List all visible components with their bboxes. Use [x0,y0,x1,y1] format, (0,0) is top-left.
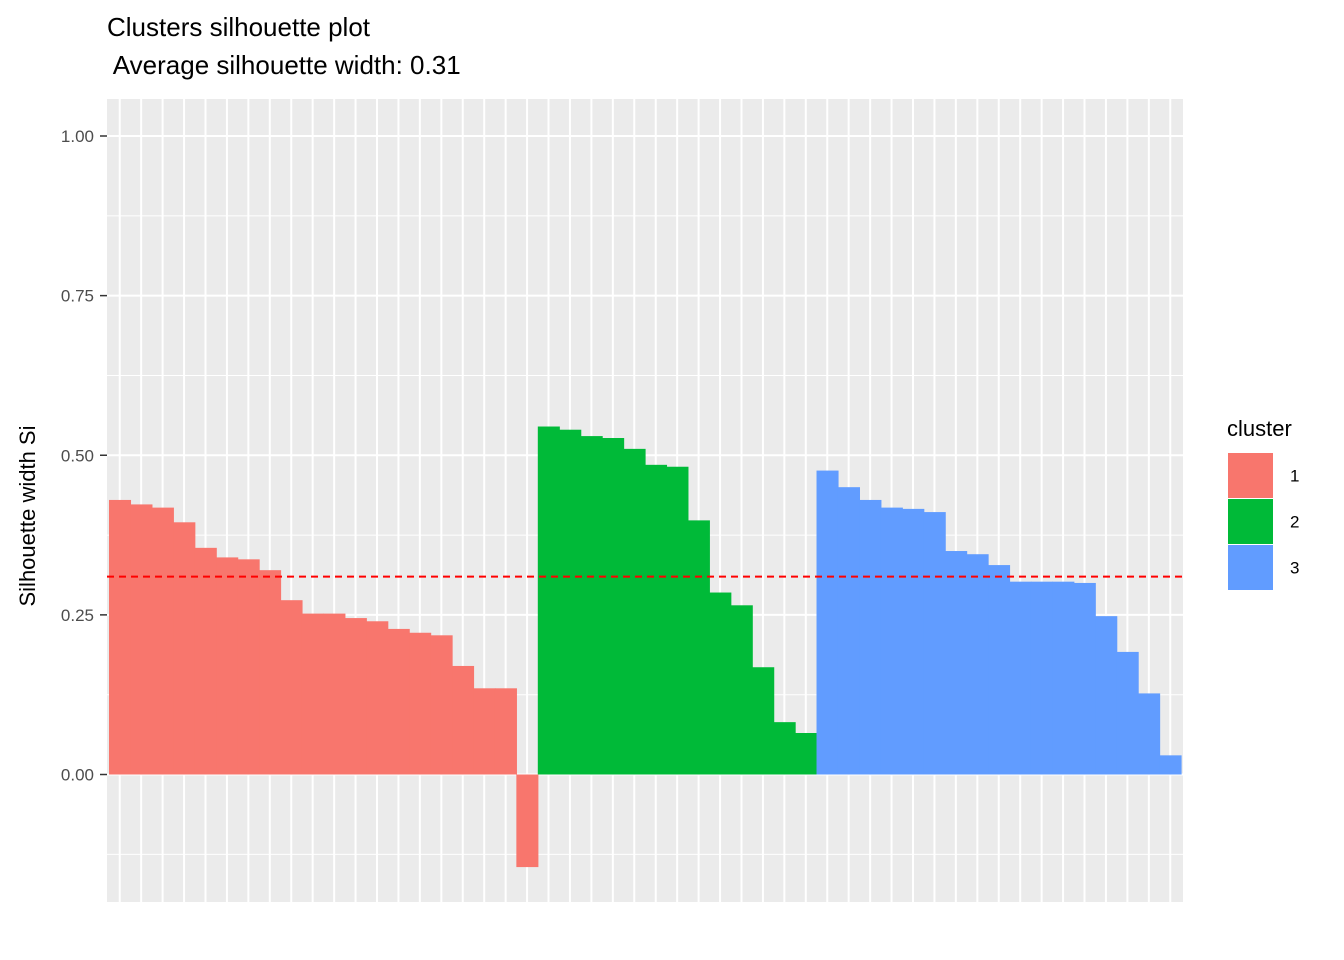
bar-cluster-2 [623,448,646,775]
bar-cluster-1 [387,628,410,775]
bar-cluster-3 [1095,616,1118,775]
bar-cluster-1 [151,507,174,775]
bar-cluster-2 [687,520,710,775]
bar-cluster-3 [902,508,925,775]
bar-cluster-2 [773,722,796,775]
bar-cluster-3 [837,487,860,775]
y-tick-label: 0.00 [61,766,94,785]
bar-cluster-1 [323,613,346,775]
bar-cluster-2 [709,592,732,775]
y-tick-label: 0.75 [61,287,94,306]
bar-cluster-3 [859,499,882,775]
bar-cluster-2 [752,667,775,775]
bar-cluster-3 [1030,581,1053,775]
bar-cluster-1 [301,613,324,775]
bar-cluster-1 [216,557,239,775]
chart-title: Clusters silhouette plot [107,12,371,42]
chart-subtitle: Average silhouette width: 0.31 [107,50,461,80]
bar-cluster-3 [966,554,989,775]
bar-cluster-3 [1073,582,1096,775]
bar-cluster-3 [1159,755,1182,775]
bar-cluster-1 [473,688,496,775]
bar-cluster-1 [280,600,303,775]
bar-cluster-2 [795,732,818,775]
bar-cluster-3 [988,565,1011,775]
bar-cluster-1 [194,547,217,775]
bar-cluster-3 [945,551,968,775]
bar-cluster-2 [730,605,753,775]
bar-cluster-2 [537,426,560,775]
legend-label: 3 [1290,559,1299,578]
y-tick-label: 1.00 [61,127,94,146]
legend-label: 1 [1290,467,1299,486]
bar-cluster-3 [923,512,946,775]
bar-cluster-3 [1009,581,1032,775]
bar-cluster-3 [816,470,839,775]
bar-cluster-1 [430,635,453,775]
bar-cluster-2 [645,464,668,775]
legend-swatch-cluster-2 [1228,499,1273,544]
bar-cluster-1 [494,688,517,775]
bar-cluster-2 [580,436,603,775]
bar-cluster-1 [237,559,260,775]
bar-cluster-1 [259,570,282,775]
bar-cluster-1 [452,665,475,775]
legend-swatch-cluster-1 [1228,453,1273,498]
bar-cluster-2 [666,466,689,775]
bar-cluster-1 [366,621,389,775]
bar-cluster-1 [173,522,196,775]
legend-title: cluster [1227,416,1292,441]
bar-cluster-3 [1138,693,1161,775]
bar-cluster-1 [130,504,153,775]
bar-cluster-1 [109,499,132,775]
bar-cluster-1 [409,632,432,775]
bar-cluster-1 [516,774,539,868]
bar-cluster-3 [1116,651,1139,775]
legend-swatch-cluster-3 [1228,545,1273,590]
bar-cluster-2 [559,429,582,775]
legend-label: 2 [1290,513,1299,532]
bar-cluster-3 [880,507,903,775]
bar-cluster-1 [344,618,367,775]
y-tick-label: 0.50 [61,446,94,465]
bar-cluster-2 [602,438,625,775]
bar-cluster-3 [1052,581,1075,775]
y-tick-label: 0.25 [61,606,94,625]
